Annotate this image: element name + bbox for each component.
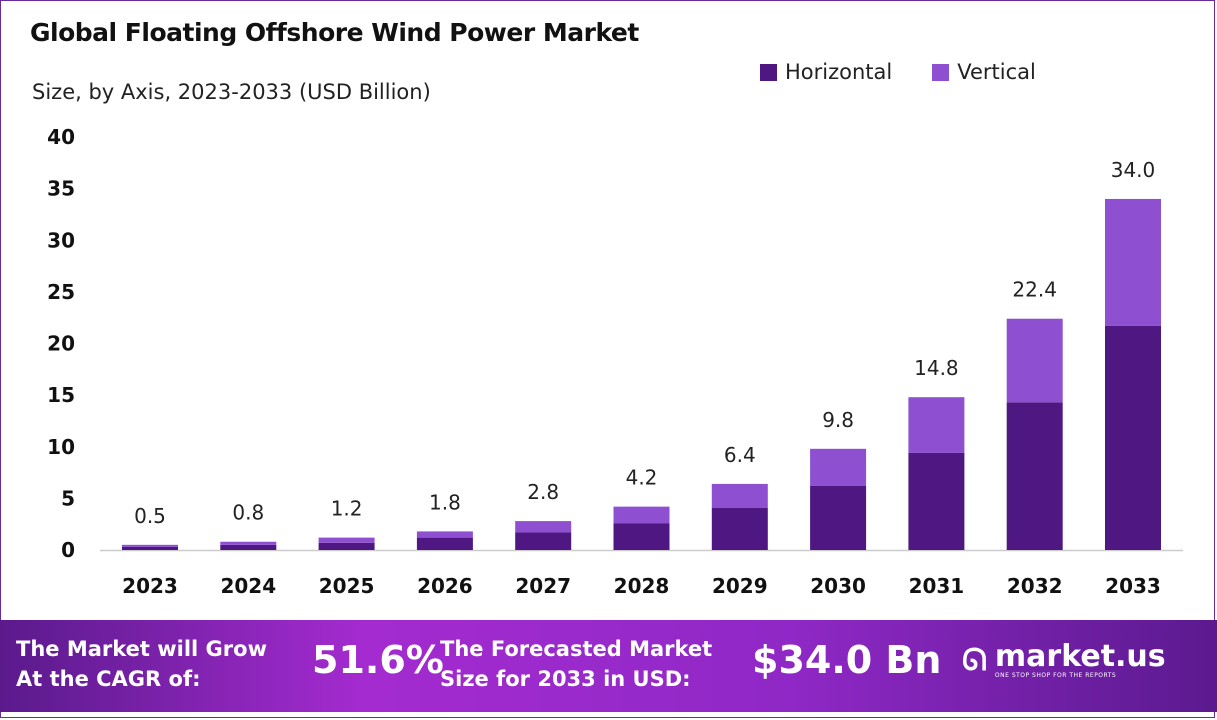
y-tick-label: 0 <box>61 538 75 562</box>
data-label: 0.8 <box>232 501 264 525</box>
x-tick-label: 2033 <box>1105 574 1161 598</box>
legend: Horizontal Vertical <box>760 60 1036 84</box>
legend-label-vertical: Vertical <box>957 60 1036 84</box>
bar-vertical <box>318 537 375 543</box>
y-tick-label: 10 <box>47 435 75 459</box>
bar-chart: 05101520253035400.520230.820241.220251.8… <box>47 125 1183 598</box>
forecast-label: The Forecasted Market Size for 2033 in US… <box>440 634 712 694</box>
x-tick-label: 2028 <box>614 574 670 598</box>
bar-vertical <box>515 521 572 533</box>
bar-horizontal <box>613 523 670 550</box>
x-tick-label: 2023 <box>122 574 178 598</box>
y-tick-label: 35 <box>47 177 75 201</box>
forecast-label-line2: Size for 2033 in USD: <box>440 667 691 691</box>
bar-vertical <box>220 541 277 545</box>
bar-vertical <box>1105 198 1161 326</box>
data-label: 34.0 <box>1111 158 1156 182</box>
bar-horizontal <box>1006 402 1063 550</box>
footer-banner: The Market will Grow At the CAGR of: 51.6… <box>0 620 1217 712</box>
x-tick-label: 2030 <box>810 574 866 598</box>
bar-vertical <box>908 397 965 453</box>
bar-horizontal <box>908 452 965 550</box>
cagr-label-line1: The Market will Grow <box>16 637 267 661</box>
data-label: 9.8 <box>822 408 854 432</box>
bar-horizontal <box>122 546 178 550</box>
bar-horizontal <box>1105 325 1161 550</box>
data-label: 1.8 <box>429 490 461 514</box>
bar-horizontal <box>220 544 277 550</box>
bar-vertical <box>1006 318 1063 403</box>
bar-vertical <box>613 506 670 524</box>
forecast-label-line1: The Forecasted Market <box>440 637 713 661</box>
market-us-logo: ᘏ market.us ONE STOP SHOP FOR THE REPORTS <box>962 639 1166 680</box>
x-tick-label: 2031 <box>909 574 965 598</box>
logo-mark-icon: ᘏ <box>962 643 987 678</box>
y-tick-label: 15 <box>47 383 75 407</box>
data-label: 6.4 <box>724 443 756 467</box>
legend-swatch-horizontal <box>760 63 777 81</box>
legend-swatch-vertical <box>932 63 950 81</box>
forecast-value: $34.0 Bn <box>752 638 942 682</box>
x-tick-label: 2027 <box>515 574 571 598</box>
data-label: 0.5 <box>134 504 166 528</box>
y-tick-label: 25 <box>47 280 75 304</box>
bar-vertical <box>122 544 178 547</box>
data-label: 14.8 <box>914 356 959 380</box>
cagr-label-line2: At the CAGR of: <box>16 667 201 691</box>
data-label: 1.2 <box>331 497 363 521</box>
cagr-value: 51.6% <box>312 638 444 682</box>
logo-tagline: ONE STOP SHOP FOR THE REPORTS <box>994 672 1117 679</box>
x-tick-label: 2025 <box>319 574 375 598</box>
bar-vertical <box>711 483 768 508</box>
x-tick-label: 2026 <box>417 574 473 598</box>
bar-horizontal <box>318 542 375 550</box>
data-label: 22.4 <box>1012 278 1057 302</box>
bar-vertical <box>416 531 473 538</box>
y-tick-label: 30 <box>47 228 75 252</box>
data-label: 2.8 <box>527 480 559 504</box>
cagr-label: The Market will Grow At the CAGR of: <box>16 634 267 694</box>
y-tick-label: 20 <box>47 332 75 356</box>
bar-horizontal <box>515 532 572 550</box>
bar-horizontal <box>810 485 867 550</box>
legend-label-horizontal: Horizontal <box>785 60 893 84</box>
chart-title: Global Floating Offshore Wind Power Mark… <box>30 18 639 47</box>
chart-subtitle: Size, by Axis, 2023-2033 (USD Billion) <box>32 80 431 104</box>
bar-vertical <box>810 448 867 486</box>
x-tick-label: 2032 <box>1007 574 1063 598</box>
legend-item-horizontal: Horizontal <box>760 60 892 84</box>
legend-item-vertical: Vertical <box>932 60 1036 84</box>
y-tick-label: 5 <box>61 486 75 510</box>
x-tick-label: 2029 <box>712 574 768 598</box>
bar-horizontal <box>711 507 768 550</box>
x-tick-label: 2024 <box>220 574 276 598</box>
data-label: 4.2 <box>626 466 658 490</box>
bar-horizontal <box>416 537 473 550</box>
y-tick-label: 40 <box>47 125 75 149</box>
logo-name: market.us <box>994 639 1166 674</box>
